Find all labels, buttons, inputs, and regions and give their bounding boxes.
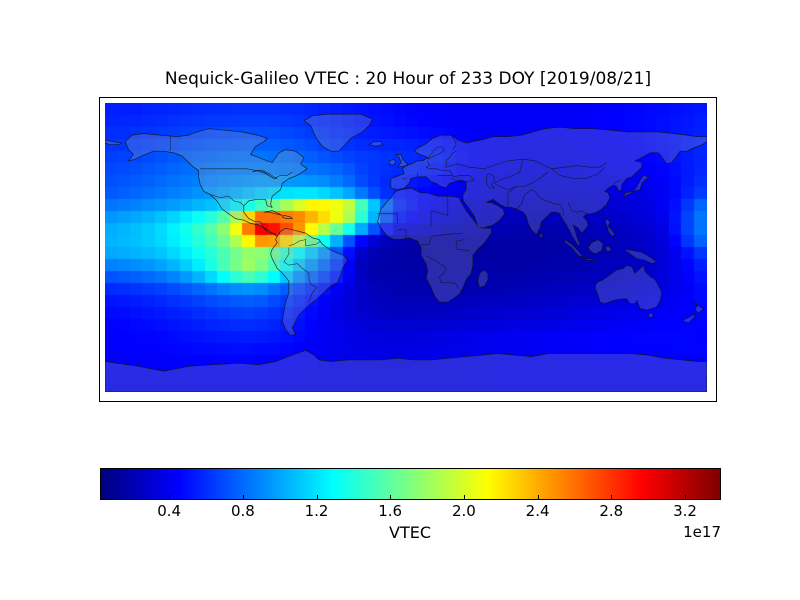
coastline-path	[303, 113, 373, 152]
coastline-path	[388, 158, 397, 166]
border-line	[613, 179, 621, 184]
border-line	[395, 229, 407, 240]
border-line	[427, 146, 445, 160]
colorbar-tick-label: 2.4	[525, 502, 550, 520]
vtec-heatmap-canvas	[105, 103, 707, 392]
coastline-path	[368, 141, 383, 147]
colorbar-label: VTEC	[389, 523, 431, 542]
border-line	[445, 150, 457, 168]
colorbar-tick-mark	[169, 495, 171, 499]
coastline-path	[263, 210, 283, 216]
map-plot-area	[105, 103, 707, 392]
colorbar-gradient-canvas	[101, 469, 720, 499]
coastline-path	[105, 139, 123, 146]
coastline-path	[648, 312, 654, 319]
border-line	[486, 173, 495, 189]
border-line	[534, 191, 564, 216]
coastline-path	[539, 232, 544, 239]
coastline-path	[477, 269, 489, 288]
colorbar-tick-label: 2.8	[599, 502, 624, 520]
coastline-path	[581, 258, 597, 261]
border-line	[507, 186, 517, 208]
plot-title: Nequick-Galileo VTEC : 20 Hour of 233 DO…	[164, 69, 652, 89]
colorbar-tick-mark	[242, 495, 244, 499]
border-line	[430, 196, 449, 227]
border-line	[450, 134, 457, 150]
border-line	[421, 232, 463, 245]
border-line	[455, 239, 470, 251]
border-line	[567, 202, 587, 215]
coastline-path	[624, 248, 658, 264]
colorbar-tick-label: 1.2	[304, 502, 329, 520]
colorbar-tick-label: 0.4	[157, 502, 182, 520]
coastline-path	[594, 264, 663, 311]
colorbar-offset-label: 1e17	[683, 523, 721, 541]
colorbar-tick-mark	[537, 495, 539, 499]
border-line	[210, 194, 244, 206]
border-line	[446, 163, 458, 168]
coastline-path	[395, 154, 409, 168]
coastline-path	[390, 126, 707, 247]
colorbar-tick-mark	[611, 495, 613, 499]
coastline-path	[693, 301, 705, 314]
coastline-path	[281, 215, 293, 219]
border-line	[551, 167, 606, 179]
colorbar-tick-mark	[316, 495, 318, 499]
colorbar-tick-label: 0.8	[230, 502, 255, 520]
colorbar-tick-mark	[390, 495, 392, 499]
coastline-path	[564, 239, 584, 258]
map-axes-frame	[99, 97, 717, 402]
coastline-path	[377, 187, 492, 303]
border-line	[452, 175, 475, 182]
world-coastlines-overlay	[105, 113, 707, 392]
border-line	[457, 158, 607, 170]
border-line	[516, 189, 535, 210]
coastline-path	[587, 239, 604, 255]
coastline-path	[124, 128, 308, 237]
colorbar-tick-mark	[463, 495, 465, 499]
coastline-path	[604, 218, 616, 237]
coastline-path	[683, 312, 696, 324]
border-line	[425, 160, 454, 176]
colorbar-tick-label: 3.2	[673, 502, 697, 520]
border-line	[425, 255, 460, 290]
coastline-path	[623, 174, 649, 199]
coastline-path	[105, 349, 707, 392]
colorbar-tick-label: 1.6	[378, 502, 403, 520]
colorbar	[100, 468, 721, 500]
coastline-path	[604, 245, 613, 253]
colorbar-tick-mark	[685, 495, 686, 499]
border-line	[494, 159, 549, 190]
border-line	[288, 239, 321, 247]
border-line	[283, 247, 318, 303]
colorbar-tick-label: 2.0	[451, 502, 476, 520]
border-line	[377, 213, 398, 224]
coastline-path	[270, 227, 348, 337]
border-line	[252, 170, 278, 179]
